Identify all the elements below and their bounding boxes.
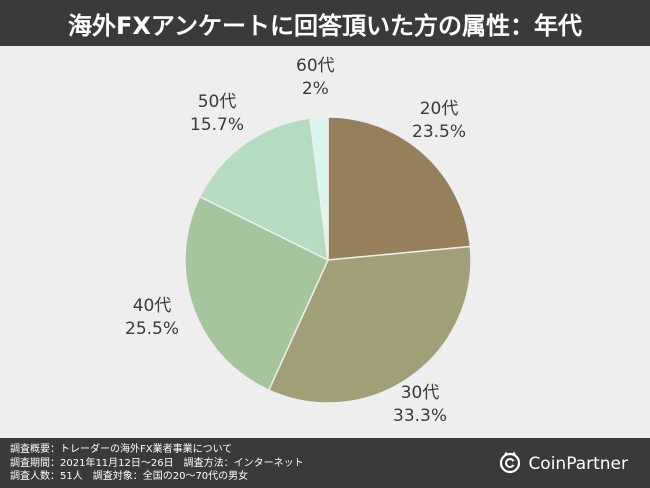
survey-footer: 調査概要：トレーダーの海外FX業者事業について 調査期間：2021年11月12日… bbox=[0, 438, 650, 488]
pie-slice-50s bbox=[198, 117, 329, 262]
slice-label-40s: 40代 25.5% bbox=[125, 295, 179, 341]
slice-label-50s: 50代 15.7% bbox=[190, 91, 244, 137]
slice-label-60s: 60代 2% bbox=[296, 55, 335, 101]
survey-summary: 調査概要：トレーダーの海外FX業者事業について bbox=[10, 444, 233, 455]
page-title: 海外FXアンケートに回答頂いた方の属性：年代 bbox=[68, 11, 582, 40]
pie-slice-20s bbox=[327, 116, 472, 261]
slice-label-20s: 20代 23.5% bbox=[412, 98, 466, 144]
brand-logo: CoinPartner bbox=[498, 451, 628, 477]
slice-percent: 15.7% bbox=[190, 115, 245, 135]
coinpartner-logo-icon bbox=[498, 450, 522, 478]
pie-slice-60s bbox=[309, 116, 329, 261]
slice-percent: 23.5% bbox=[412, 122, 467, 142]
slice-name: 60代 bbox=[296, 56, 335, 76]
slice-name: 40代 bbox=[132, 296, 172, 316]
pie-slice-40s bbox=[184, 195, 329, 392]
title-bar: 海外FXアンケートに回答頂いた方の属性：年代 bbox=[0, 0, 650, 46]
survey-count-target: 調査人数：51人 調査対象：全国の20〜70代の男女 bbox=[10, 471, 249, 482]
slice-name: 50代 bbox=[197, 92, 237, 112]
slice-label-30s: 30代 33.3% bbox=[393, 382, 447, 428]
brand-name: CoinPartner bbox=[528, 454, 628, 474]
slice-percent: 2% bbox=[301, 79, 329, 99]
pie-slice-30s bbox=[267, 245, 472, 404]
slice-name: 20代 bbox=[419, 99, 459, 119]
slice-percent: 33.3% bbox=[393, 406, 448, 426]
pie-chart bbox=[184, 116, 472, 404]
survey-details: 調査概要：トレーダーの海外FX業者事業について 調査期間：2021年11月12日… bbox=[10, 443, 304, 484]
pie-chart-area: 20代 23.5% 30代 33.3% 40代 25.5% 50代 15.7% … bbox=[0, 46, 650, 438]
slice-name: 30代 bbox=[400, 383, 440, 403]
survey-period-method: 調査期間：2021年11月12日〜26日 調査方法：インターネット bbox=[10, 457, 304, 469]
slice-percent: 25.5% bbox=[125, 319, 180, 339]
